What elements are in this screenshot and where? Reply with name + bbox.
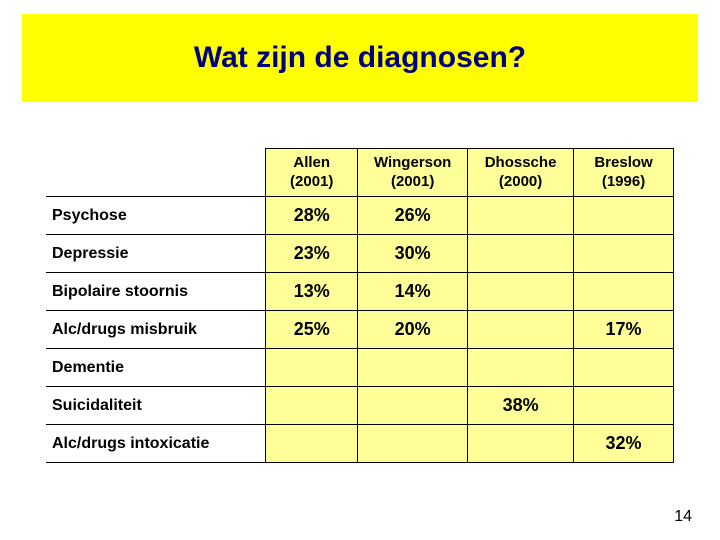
page-number: 14: [674, 508, 692, 526]
table-cell: 25%: [266, 311, 358, 349]
table-cell: [574, 235, 674, 273]
table-row: Suicidaliteit 38%: [46, 387, 674, 425]
row-label: Alc/drugs misbruik: [46, 311, 266, 349]
table-cell: 32%: [574, 425, 674, 463]
col-header-year: (2001): [391, 173, 434, 190]
table-row: Depressie23%30%: [46, 235, 674, 273]
table-cell: [266, 425, 358, 463]
table-cell: [266, 349, 358, 387]
slide-title: Wat zijn de diagnosen?: [194, 41, 526, 75]
row-label: Bipolaire stoornis: [46, 273, 266, 311]
col-header: Breslow (1996): [574, 149, 674, 197]
table-cell: [358, 425, 468, 463]
table-cell: [468, 235, 574, 273]
table-cell: [468, 349, 574, 387]
row-label: Depressie: [46, 235, 266, 273]
table-cell: 20%: [358, 311, 468, 349]
table-cell: [358, 387, 468, 425]
row-label: Alc/drugs intoxicatie: [46, 425, 266, 463]
table-body: Psychose28%26%Depressie23%30%Bipolaire s…: [46, 197, 674, 463]
table-row: Psychose28%26%: [46, 197, 674, 235]
col-header-year: (2001): [290, 173, 333, 190]
col-header-year: (2000): [499, 173, 542, 190]
table-cell: 28%: [266, 197, 358, 235]
table-cell: [266, 387, 358, 425]
table-cell: 14%: [358, 273, 468, 311]
col-header: Dhossche (2000): [468, 149, 574, 197]
col-header-year: (1996): [602, 173, 645, 190]
row-label: Suicidaliteit: [46, 387, 266, 425]
row-label: Dementie: [46, 349, 266, 387]
col-header-name: Breslow: [594, 154, 652, 171]
col-header-name: Wingerson: [374, 154, 451, 171]
table-cell: [468, 311, 574, 349]
row-label: Psychose: [46, 197, 266, 235]
table-cell: 26%: [358, 197, 468, 235]
header-empty: [46, 149, 266, 197]
table-cell: 38%: [468, 387, 574, 425]
table-row: Dementie: [46, 349, 674, 387]
col-header-name: Dhossche: [485, 154, 557, 171]
table-cell: [468, 197, 574, 235]
table-header-row: Allen (2001) Wingerson (2001) Dhossche (…: [46, 149, 674, 197]
table-cell: [574, 197, 674, 235]
col-header-name: Allen: [293, 154, 330, 171]
col-header: Wingerson (2001): [358, 149, 468, 197]
table-row: Alc/drugs intoxicatie 32%: [46, 425, 674, 463]
table-row: Bipolaire stoornis13%14%: [46, 273, 674, 311]
diagnosis-table: Allen (2001) Wingerson (2001) Dhossche (…: [46, 148, 674, 463]
table-cell: [468, 425, 574, 463]
table-cell: [574, 387, 674, 425]
table-cell: 17%: [574, 311, 674, 349]
table-cell: 30%: [358, 235, 468, 273]
title-band: Wat zijn de diagnosen?: [22, 14, 698, 102]
table-cell: [574, 273, 674, 311]
table-cell: [468, 273, 574, 311]
col-header: Allen (2001): [266, 149, 358, 197]
table-row: Alc/drugs misbruik25%20% 17%: [46, 311, 674, 349]
table-cell: [574, 349, 674, 387]
table-cell: 13%: [266, 273, 358, 311]
table-cell: 23%: [266, 235, 358, 273]
table-cell: [358, 349, 468, 387]
